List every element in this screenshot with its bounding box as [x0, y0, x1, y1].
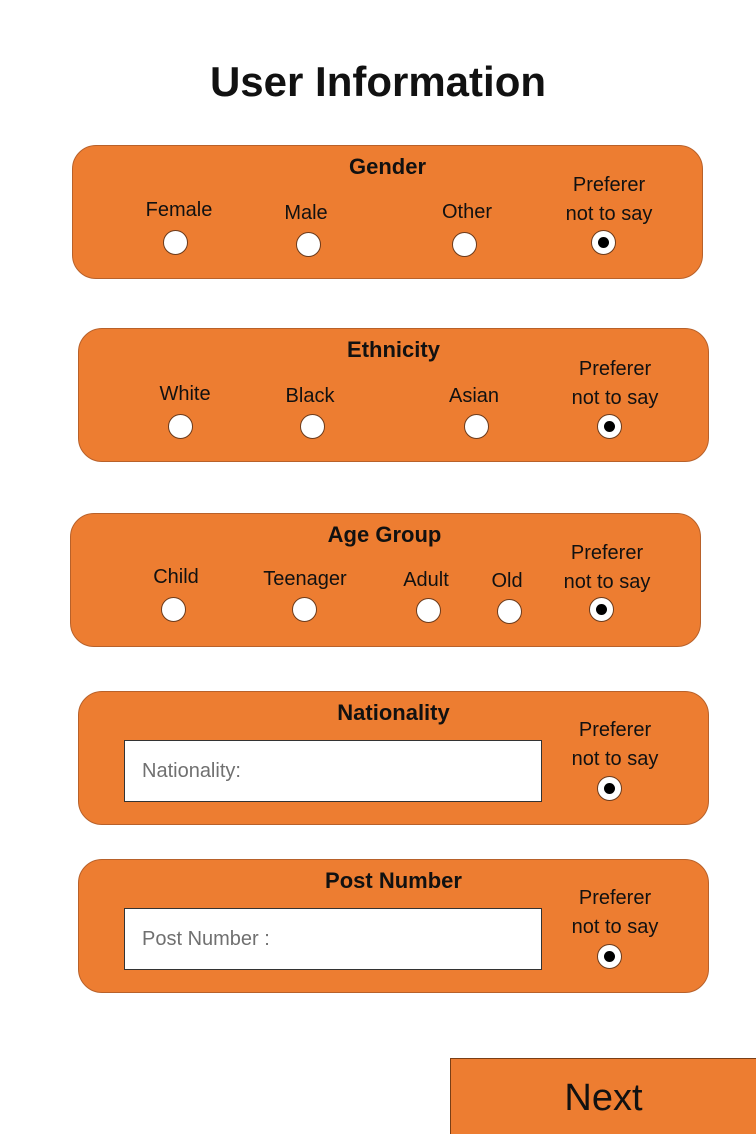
age-option-old-label: Old — [491, 570, 523, 592]
age-prefer-label: Preferer not to say — [564, 539, 651, 597]
age-prefer-not-radio[interactable] — [589, 597, 614, 622]
page-title: User Information — [209, 58, 547, 105]
ethnicity-option-asian-label: Asian — [448, 385, 500, 407]
age-group-section: Age Group Child Teenager Adult Old Prefe… — [70, 513, 701, 647]
gender-prefer-not-radio[interactable] — [591, 230, 616, 255]
gender-female-radio[interactable] — [163, 230, 188, 255]
gender-prefer-label: Preferer not to say — [566, 171, 653, 229]
ethnicity-black-radio[interactable] — [300, 414, 325, 439]
age-option-child-label: Child — [153, 566, 199, 588]
age-old-radio[interactable] — [497, 599, 522, 624]
ethnicity-white-radio[interactable] — [168, 414, 193, 439]
ethnicity-asian-radio[interactable] — [464, 414, 489, 439]
age-group-title: Age Group — [327, 522, 442, 547]
age-prefer-line2: not to say — [563, 571, 651, 593]
gender-prefer-line1: Preferer — [572, 174, 646, 196]
ethnicity-section: Ethnicity White Black Asian Preferer not… — [78, 328, 709, 462]
post-number-input[interactable] — [124, 908, 542, 970]
gender-option-female-label: Female — [145, 199, 213, 221]
nationality-section: Nationality Preferer not to say — [78, 691, 709, 825]
ethnicity-prefer-line1: Preferer — [578, 358, 652, 380]
post-number-title: Post Number — [325, 868, 462, 893]
gender-section: Gender Female Male Other Preferer not to… — [72, 145, 703, 279]
ethnicity-prefer-line2: not to say — [571, 387, 659, 409]
post-number-prefer-line1: Preferer — [578, 887, 652, 909]
post-number-prefer-line2: not to say — [571, 916, 659, 938]
post-number-section: Post Number Preferer not to say — [78, 859, 709, 993]
gender-title: Gender — [348, 154, 427, 179]
age-prefer-line1: Preferer — [570, 542, 644, 564]
age-teenager-radio[interactable] — [292, 597, 317, 622]
ethnicity-prefer-label: Preferer not to say — [572, 355, 659, 413]
nationality-prefer-line2: not to say — [571, 748, 659, 770]
ethnicity-title: Ethnicity — [347, 337, 440, 362]
ethnicity-option-black-label: Black — [285, 385, 335, 407]
age-option-adult-label: Adult — [403, 569, 449, 591]
age-option-teenager-label: Teenager — [263, 568, 347, 590]
nationality-input[interactable] — [124, 740, 542, 802]
post-number-prefer-not-radio[interactable] — [597, 944, 622, 969]
post-number-prefer-label: Preferer not to say — [572, 884, 659, 942]
gender-prefer-line2: not to say — [565, 203, 653, 225]
nationality-prefer-not-radio[interactable] — [597, 776, 622, 801]
nationality-prefer-line1: Preferer — [578, 719, 652, 741]
gender-other-radio[interactable] — [452, 232, 477, 257]
age-child-radio[interactable] — [161, 597, 186, 622]
gender-option-male-label: Male — [284, 202, 328, 224]
age-adult-radio[interactable] — [416, 598, 441, 623]
nationality-title: Nationality — [337, 700, 450, 725]
nationality-prefer-label: Preferer not to say — [572, 716, 659, 774]
gender-option-other-label: Other — [441, 201, 493, 223]
ethnicity-prefer-not-radio[interactable] — [597, 414, 622, 439]
next-button[interactable]: Next — [450, 1058, 756, 1134]
ethnicity-option-white-label: White — [159, 383, 211, 405]
gender-male-radio[interactable] — [296, 232, 321, 257]
